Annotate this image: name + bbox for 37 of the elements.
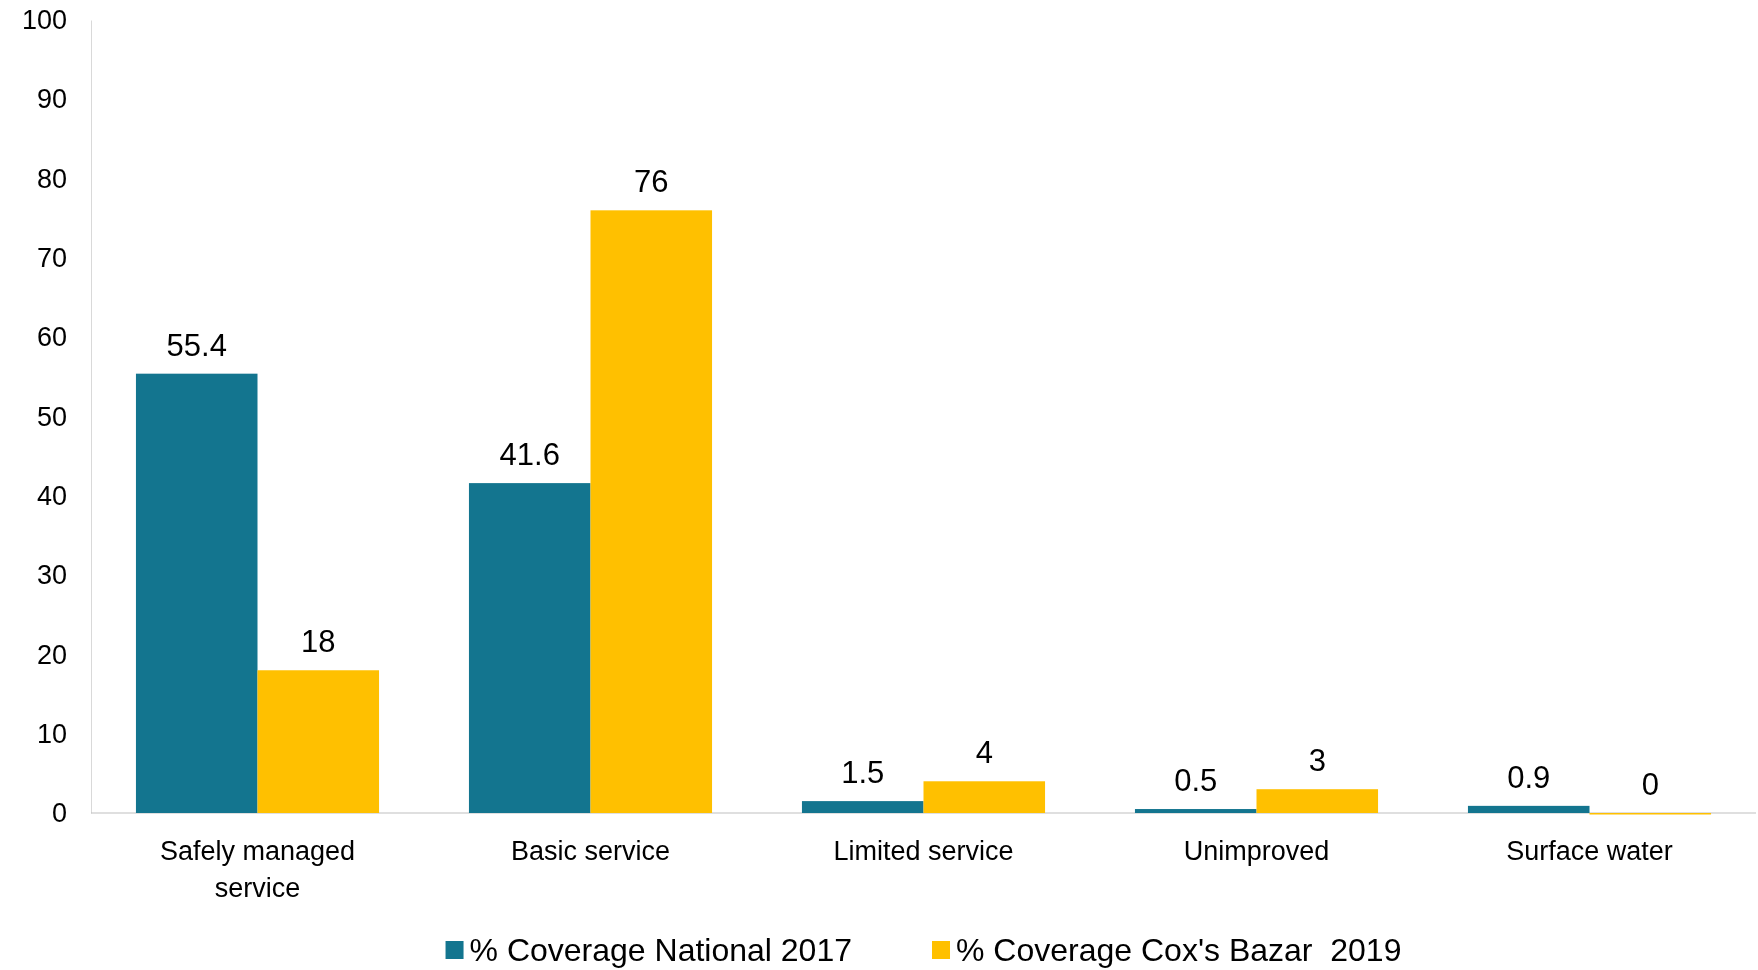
y-tick-label: 70: [36, 243, 67, 274]
x-tick-label: Limited service: [833, 836, 1014, 866]
data-label: 0.9: [1507, 759, 1551, 795]
y-tick-label: 50: [36, 401, 67, 432]
bar: [801, 801, 924, 813]
data-label: 0.5: [1174, 763, 1218, 799]
data-label: 41.6: [499, 437, 560, 473]
bar: [1256, 789, 1379, 813]
data-label: 4: [975, 735, 993, 771]
bar: [1134, 809, 1257, 813]
bar: [1467, 805, 1590, 813]
x-tick-label: Safely managed service: [159, 836, 356, 903]
y-tick-label: 80: [36, 163, 67, 194]
y-tick-label: 10: [36, 718, 67, 749]
legend-label: % Coverage Cox's Bazar 2019: [956, 932, 1402, 968]
x-tick-label: Surface water: [1506, 836, 1673, 866]
data-label: 55.4: [166, 327, 227, 363]
x-tick-label: Basic service: [510, 836, 671, 866]
y-tick-label: 0: [51, 798, 67, 829]
y-tick-label: 30: [36, 560, 67, 591]
data-label: 1.5: [841, 755, 885, 791]
y-tick-label: 40: [36, 480, 67, 511]
y-tick-label: 60: [36, 322, 67, 353]
y-tick-label: 90: [36, 84, 67, 115]
bar: [257, 670, 380, 813]
bar: [923, 781, 1046, 813]
data-label: 0: [1641, 767, 1659, 802]
data-label: 3: [1308, 743, 1326, 779]
bar: [468, 483, 591, 813]
bar: [135, 373, 258, 813]
x-tick-label: Unimproved: [1183, 836, 1330, 866]
y-tick-label: 20: [36, 639, 67, 670]
data-label: 76: [634, 164, 669, 200]
legend-label: % Coverage National 2017: [469, 932, 853, 968]
y-tick-label: 100: [21, 5, 67, 36]
data-label: 18: [301, 624, 336, 660]
bar: [590, 210, 713, 813]
